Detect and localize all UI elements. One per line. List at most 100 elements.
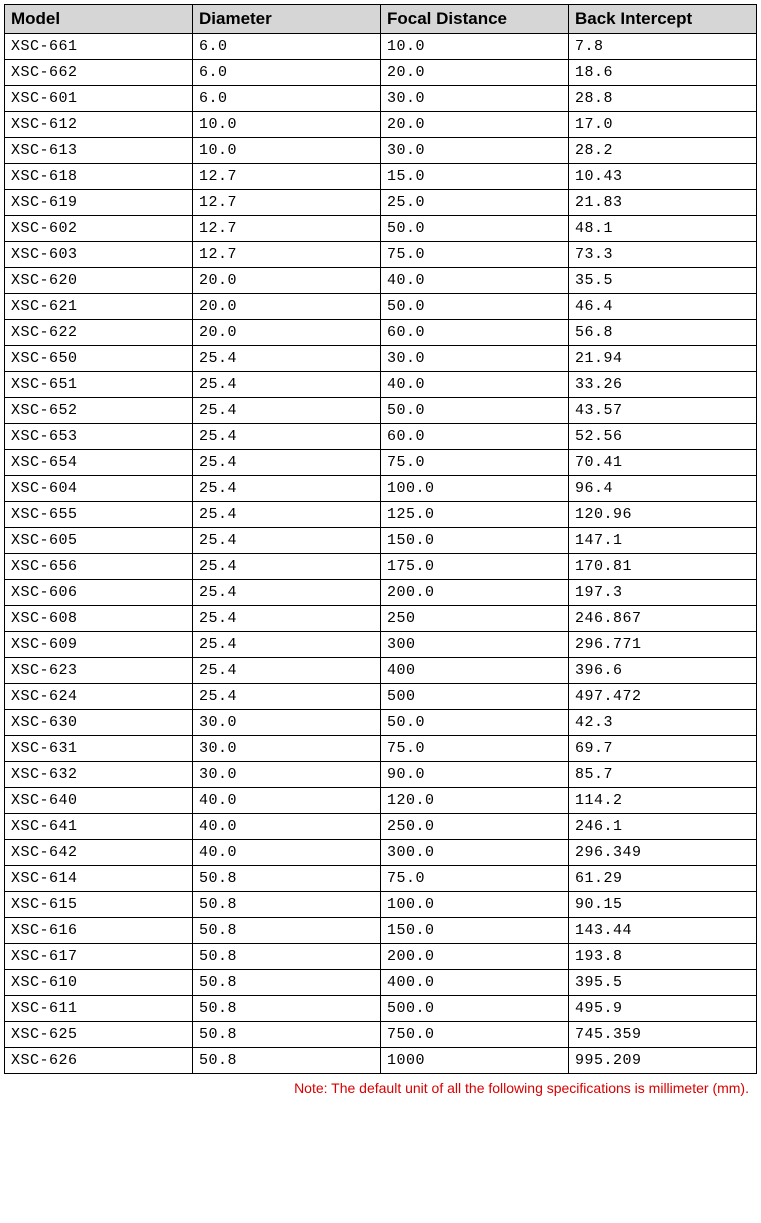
table-cell: XSC-618	[5, 164, 193, 190]
table-cell: 21.83	[569, 190, 757, 216]
table-cell: 25.4	[193, 580, 381, 606]
table-cell: XSC-610	[5, 970, 193, 996]
table-cell: 28.2	[569, 138, 757, 164]
table-cell: 25.4	[193, 658, 381, 684]
table-row: XSC-61912.725.021.83	[5, 190, 757, 216]
table-cell: XSC-654	[5, 450, 193, 476]
table-cell: 15.0	[381, 164, 569, 190]
table-cell: 7.8	[569, 34, 757, 60]
table-cell: 75.0	[381, 866, 569, 892]
table-row: XSC-61050.8400.0395.5	[5, 970, 757, 996]
table-cell: 25.4	[193, 502, 381, 528]
table-cell: XSC-608	[5, 606, 193, 632]
table-cell: 43.57	[569, 398, 757, 424]
table-cell: XSC-606	[5, 580, 193, 606]
table-cell: 114.2	[569, 788, 757, 814]
table-cell: XSC-612	[5, 112, 193, 138]
table-cell: XSC-656	[5, 554, 193, 580]
table-cell: XSC-625	[5, 1022, 193, 1048]
table-cell: XSC-632	[5, 762, 193, 788]
table-cell: 197.3	[569, 580, 757, 606]
table-cell: 246.867	[569, 606, 757, 632]
table-cell: 42.3	[569, 710, 757, 736]
table-cell: 200.0	[381, 944, 569, 970]
table-cell: 750.0	[381, 1022, 569, 1048]
col-back-intercept: Back Intercept	[569, 5, 757, 34]
table-cell: 60.0	[381, 320, 569, 346]
table-cell: 50.8	[193, 970, 381, 996]
table-row: XSC-60525.4150.0147.1	[5, 528, 757, 554]
table-row: XSC-60625.4200.0197.3	[5, 580, 757, 606]
table-cell: 745.359	[569, 1022, 757, 1048]
table-cell: XSC-626	[5, 1048, 193, 1074]
table-header: Model Diameter Focal Distance Back Inter…	[5, 5, 757, 34]
table-row: XSC-62020.040.035.5	[5, 268, 757, 294]
table-row: XSC-64040.0120.0114.2	[5, 788, 757, 814]
table-row: XSC-65025.430.021.94	[5, 346, 757, 372]
table-cell: 69.7	[569, 736, 757, 762]
table-cell: 52.56	[569, 424, 757, 450]
table-cell: 25.4	[193, 398, 381, 424]
table-cell: 10.43	[569, 164, 757, 190]
table-cell: XSC-662	[5, 60, 193, 86]
table-cell: 30.0	[381, 86, 569, 112]
table-cell: 193.8	[569, 944, 757, 970]
table-cell: 147.1	[569, 528, 757, 554]
table-cell: XSC-630	[5, 710, 193, 736]
table-cell: XSC-621	[5, 294, 193, 320]
table-cell: 73.3	[569, 242, 757, 268]
table-cell: 50.0	[381, 710, 569, 736]
table-row: XSC-62550.8750.0745.359	[5, 1022, 757, 1048]
table-cell: 85.7	[569, 762, 757, 788]
table-cell: 50.0	[381, 216, 569, 242]
table-cell: 20.0	[193, 320, 381, 346]
table-cell: 150.0	[381, 528, 569, 554]
table-row: XSC-62325.4400396.6	[5, 658, 757, 684]
table-cell: 20.0	[381, 60, 569, 86]
table-row: XSC-61750.8200.0193.8	[5, 944, 757, 970]
table-cell: 56.8	[569, 320, 757, 346]
table-cell: 50.8	[193, 866, 381, 892]
table-cell: 40.0	[381, 372, 569, 398]
table-cell: 143.44	[569, 918, 757, 944]
table-cell: 50.8	[193, 1048, 381, 1074]
table-cell: 250.0	[381, 814, 569, 840]
table-row: XSC-61210.020.017.0	[5, 112, 757, 138]
table-cell: 30.0	[381, 138, 569, 164]
table-cell: XSC-624	[5, 684, 193, 710]
table-cell: 1000	[381, 1048, 569, 1074]
table-row: XSC-60312.775.073.3	[5, 242, 757, 268]
table-cell: 10.0	[193, 138, 381, 164]
table-cell: 10.0	[193, 112, 381, 138]
table-cell: 12.7	[193, 164, 381, 190]
table-cell: 6.0	[193, 86, 381, 112]
table-row: XSC-64240.0300.0296.349	[5, 840, 757, 866]
table-cell: XSC-652	[5, 398, 193, 424]
table-cell: 30.0	[193, 710, 381, 736]
table-cell: 296.771	[569, 632, 757, 658]
table-row: XSC-65625.4175.0170.81	[5, 554, 757, 580]
table-cell: 120.0	[381, 788, 569, 814]
table-cell: XSC-617	[5, 944, 193, 970]
table-row: XSC-6016.030.028.8	[5, 86, 757, 112]
table-cell: XSC-651	[5, 372, 193, 398]
table-cell: 100.0	[381, 892, 569, 918]
table-row: XSC-62650.81000995.209	[5, 1048, 757, 1074]
table-cell: 12.7	[193, 216, 381, 242]
table-cell: XSC-605	[5, 528, 193, 554]
table-cell: 17.0	[569, 112, 757, 138]
table-row: XSC-61650.8150.0143.44	[5, 918, 757, 944]
table-cell: 400	[381, 658, 569, 684]
table-cell: XSC-661	[5, 34, 193, 60]
table-cell: 30.0	[381, 346, 569, 372]
table-cell: XSC-613	[5, 138, 193, 164]
table-cell: XSC-653	[5, 424, 193, 450]
table-cell: 500	[381, 684, 569, 710]
table-cell: 18.6	[569, 60, 757, 86]
table-row: XSC-61310.030.028.2	[5, 138, 757, 164]
table-row: XSC-61150.8500.0495.9	[5, 996, 757, 1022]
table-cell: 25.4	[193, 684, 381, 710]
table-cell: XSC-603	[5, 242, 193, 268]
table-cell: 75.0	[381, 450, 569, 476]
table-cell: XSC-620	[5, 268, 193, 294]
